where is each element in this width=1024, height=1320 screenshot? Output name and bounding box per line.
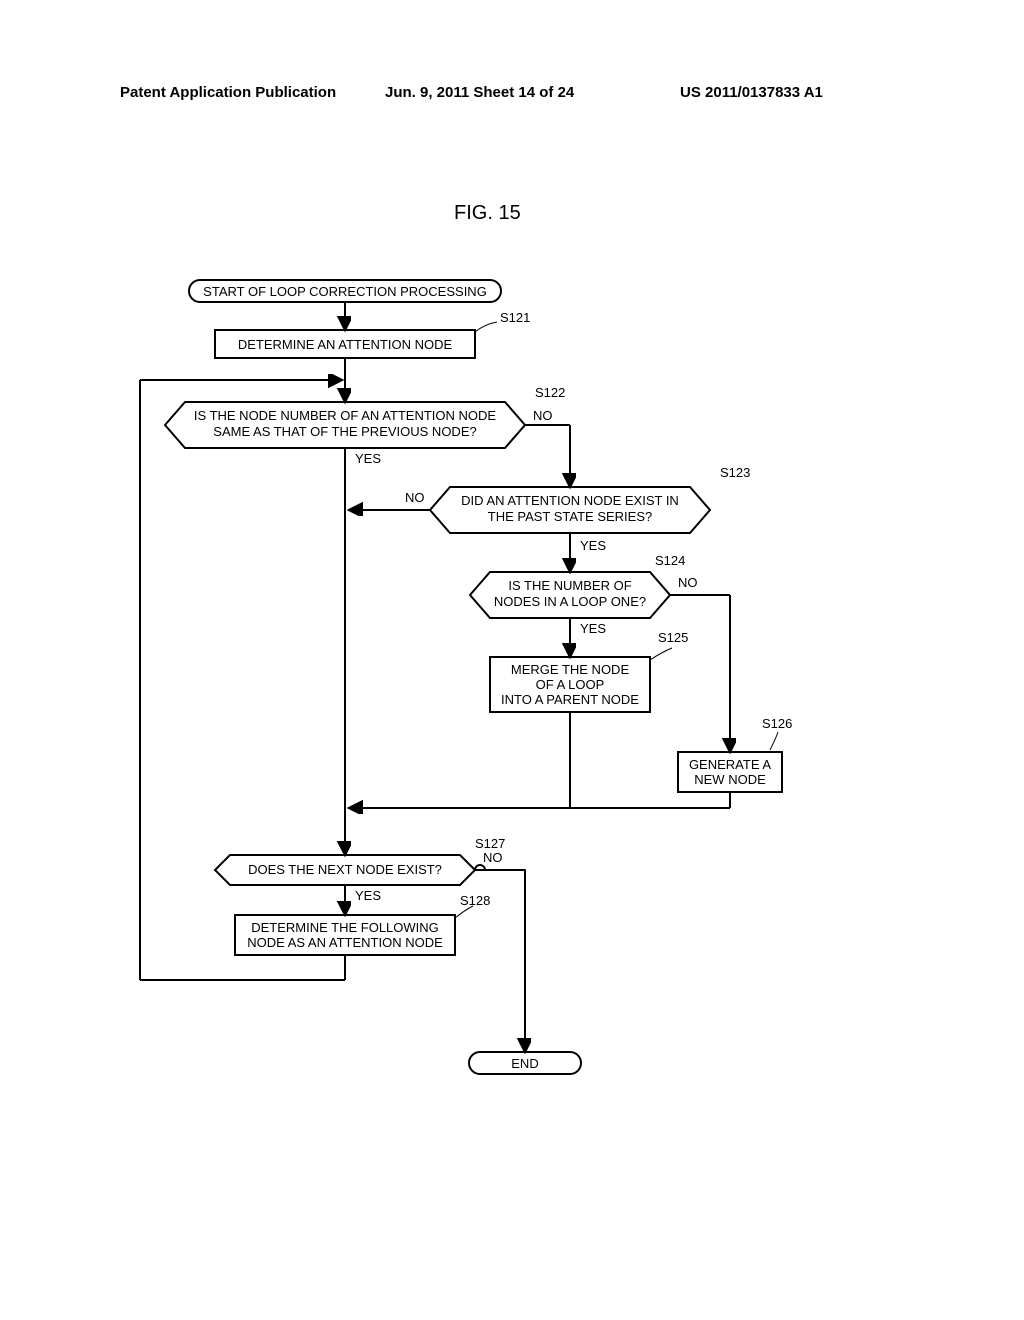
- svg-text:GENERATE A: GENERATE A: [689, 757, 771, 772]
- svg-text:SAME AS THAT OF THE PREVIOUS N: SAME AS THAT OF THE PREVIOUS NODE?: [213, 424, 476, 439]
- svg-text:S122: S122: [535, 385, 565, 400]
- svg-text:S126: S126: [762, 716, 792, 731]
- svg-text:OF A LOOP: OF A LOOP: [536, 677, 605, 692]
- svg-text:S124: S124: [655, 553, 685, 568]
- process-s121: DETERMINE AN ATTENTION NODE: [215, 330, 475, 358]
- svg-text:NODE AS AN ATTENTION NODE: NODE AS AN ATTENTION NODE: [247, 935, 443, 950]
- svg-text:DID AN ATTENTION NODE EXIST IN: DID AN ATTENTION NODE EXIST IN: [461, 493, 679, 508]
- page-root: Patent Application Publication Jun. 9, 2…: [0, 0, 1024, 1320]
- svg-text:S128: S128: [460, 893, 490, 908]
- svg-text:DETERMINE AN ATTENTION NODE: DETERMINE AN ATTENTION NODE: [238, 337, 453, 352]
- svg-text:YES: YES: [580, 538, 606, 553]
- svg-text:IS THE NUMBER OF: IS THE NUMBER OF: [508, 578, 631, 593]
- svg-text:DOES THE NEXT NODE EXIST?: DOES THE NEXT NODE EXIST?: [248, 862, 442, 877]
- svg-text:S121: S121: [500, 310, 530, 325]
- svg-text:YES: YES: [580, 621, 606, 636]
- svg-text:YES: YES: [355, 888, 381, 903]
- svg-text:S125: S125: [658, 630, 688, 645]
- flowchart-svg: START OF LOOP CORRECTION PROCESSING DETE…: [0, 0, 1024, 1320]
- svg-text:THE PAST STATE SERIES?: THE PAST STATE SERIES?: [488, 509, 652, 524]
- svg-text:YES: YES: [355, 451, 381, 466]
- decision-s122: IS THE NODE NUMBER OF AN ATTENTION NODE …: [165, 402, 525, 448]
- decision-s127: DOES THE NEXT NODE EXIST?: [215, 855, 475, 885]
- process-s126: GENERATE A NEW NODE: [678, 752, 782, 792]
- terminator-start: START OF LOOP CORRECTION PROCESSING: [189, 280, 501, 302]
- process-s128: DETERMINE THE FOLLOWING NODE AS AN ATTEN…: [235, 915, 455, 955]
- svg-text:NO: NO: [533, 408, 553, 423]
- process-s125: MERGE THE NODE OF A LOOP INTO A PARENT N…: [490, 657, 650, 712]
- decision-s124: IS THE NUMBER OF NODES IN A LOOP ONE?: [470, 572, 670, 618]
- svg-text:END: END: [511, 1056, 538, 1071]
- svg-text:MERGE THE NODE: MERGE THE NODE: [511, 662, 630, 677]
- svg-text:S123: S123: [720, 465, 750, 480]
- svg-text:S127: S127: [475, 836, 505, 851]
- svg-text:NO: NO: [678, 575, 698, 590]
- svg-text:START OF LOOP CORRECTION PROCE: START OF LOOP CORRECTION PROCESSING: [203, 284, 487, 299]
- svg-text:NEW NODE: NEW NODE: [694, 772, 766, 787]
- svg-text:IS THE NODE NUMBER OF AN ATTEN: IS THE NODE NUMBER OF AN ATTENTION NODE: [194, 408, 496, 423]
- svg-text:DETERMINE THE FOLLOWING: DETERMINE THE FOLLOWING: [251, 920, 439, 935]
- svg-text:NO: NO: [405, 490, 425, 505]
- svg-text:NODES IN A LOOP ONE?: NODES IN A LOOP ONE?: [494, 594, 646, 609]
- svg-text:NO: NO: [483, 850, 503, 865]
- svg-text:INTO A PARENT NODE: INTO A PARENT NODE: [501, 692, 639, 707]
- terminator-end: END: [469, 1052, 581, 1074]
- decision-s123: DID AN ATTENTION NODE EXIST IN THE PAST …: [430, 487, 710, 533]
